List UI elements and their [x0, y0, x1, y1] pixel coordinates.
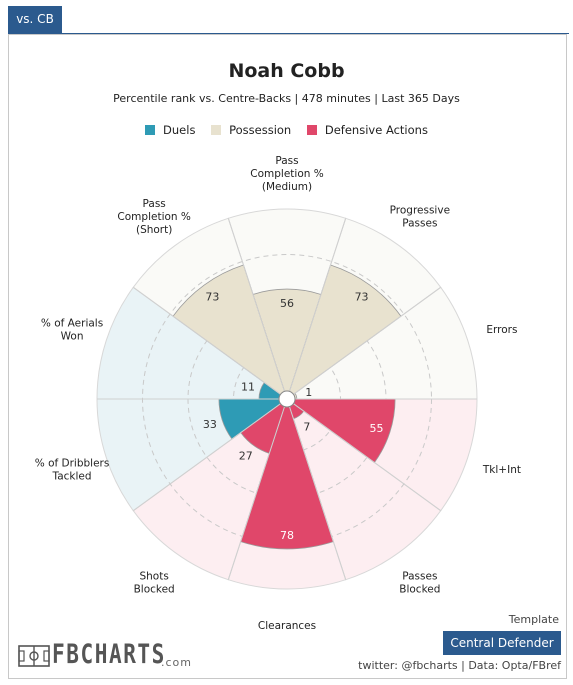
- chart-subtitle: Percentile rank vs. Centre-Backs | 478 m…: [113, 92, 460, 105]
- category-label: % of Dribblers Tackled: [35, 457, 110, 482]
- category-label-line: Clearances: [258, 620, 316, 632]
- value-label: 1: [305, 386, 312, 399]
- category-label-line: Won: [61, 331, 84, 343]
- category-label-line: Completion %: [250, 168, 323, 180]
- category-label-line: Tkl+Int: [482, 464, 521, 476]
- legend-item-possession: Possession: [211, 123, 291, 137]
- value-label: 33: [203, 418, 217, 431]
- tab-vs-cb[interactable]: vs. CB: [8, 6, 62, 33]
- category-label-line: Blocked: [399, 583, 440, 595]
- credit-text: twitter: @fbcharts | Data: Opta/FBref: [358, 659, 561, 672]
- category-label: % of Aerials Won: [41, 318, 103, 343]
- category-label: Progressive Passes: [390, 205, 450, 230]
- category-label-line: Pass: [143, 198, 166, 210]
- spoke-line: [288, 406, 347, 580]
- value-label: 55: [369, 422, 383, 435]
- category-label: Pass Completion % (Medium): [250, 155, 323, 193]
- category-label: Shots Blocked: [134, 570, 175, 595]
- spoke-line: [227, 218, 286, 392]
- value-label: 78: [280, 529, 294, 542]
- category-label: Passes Blocked: [399, 570, 440, 595]
- value-label: 73: [205, 290, 219, 303]
- value-label: 27: [239, 450, 253, 463]
- logo-text: FBCHARTS: [52, 639, 166, 670]
- category-label-line: Completion %: [117, 211, 190, 223]
- center-hub: [278, 390, 296, 408]
- value-label: 73: [355, 290, 369, 303]
- category-label-line: (Medium): [262, 181, 312, 193]
- value-label: 11: [241, 380, 255, 393]
- pitch-logo-icon: [18, 645, 50, 667]
- category-label-line: Pass: [275, 155, 298, 167]
- category-label: Tkl+Int: [482, 464, 521, 476]
- category-label-line: Blocked: [134, 583, 175, 595]
- chart-legend: Duels Possession Defensive Actions: [0, 123, 573, 137]
- legend-item-duels: Duels: [145, 123, 195, 137]
- category-label: Pass Completion % (Short): [117, 198, 190, 236]
- legend-label-duels: Duels: [163, 123, 196, 137]
- value-label: 56: [280, 297, 294, 310]
- spoke-line: [132, 286, 281, 395]
- spoke-line: [293, 286, 442, 395]
- legend-swatch-possession: [211, 125, 222, 135]
- logo-suffix: .com: [161, 656, 192, 669]
- spoke-line: [293, 403, 442, 512]
- category-label: Clearances: [258, 620, 316, 632]
- spoke-line: [288, 218, 347, 392]
- category-label: Errors: [486, 324, 517, 336]
- category-label-line: (Short): [136, 224, 172, 236]
- spoke-line: [227, 406, 286, 580]
- spoke-line: [132, 403, 281, 512]
- chart-title: Noah Cobb: [228, 60, 345, 82]
- category-label-line: Shots: [139, 570, 168, 582]
- category-label-line: Progressive: [390, 205, 450, 217]
- category-label-line: % of Dribblers: [35, 457, 110, 469]
- legend-item-defensive: Defensive Actions: [306, 123, 428, 137]
- category-label-line: Errors: [486, 324, 517, 336]
- template-label: Template: [508, 613, 559, 626]
- value-label: 7: [303, 420, 310, 433]
- category-label-line: Passes: [402, 570, 437, 582]
- category-label-line: Tackled: [52, 470, 92, 482]
- template-badge[interactable]: Central Defender: [443, 631, 561, 655]
- tab-underline: [8, 33, 569, 34]
- category-label-line: % of Aerials: [41, 318, 103, 330]
- legend-label-defensive: Defensive Actions: [324, 123, 428, 137]
- legend-swatch-duels: [145, 125, 156, 135]
- legend-swatch-defensive: [306, 125, 317, 135]
- category-label-line: Passes: [402, 218, 437, 230]
- legend-label-possession: Possession: [229, 123, 292, 137]
